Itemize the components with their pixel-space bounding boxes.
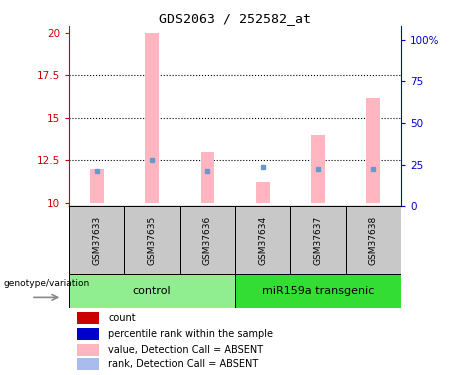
Text: control: control <box>133 286 171 296</box>
Text: GSM37638: GSM37638 <box>369 215 378 265</box>
Bar <box>77 312 99 324</box>
Bar <box>124 206 180 274</box>
Bar <box>77 358 99 370</box>
Bar <box>256 183 270 203</box>
Text: value, Detection Call = ABSENT: value, Detection Call = ABSENT <box>108 345 263 355</box>
Text: genotype/variation: genotype/variation <box>4 279 90 288</box>
Bar <box>77 344 99 355</box>
Bar <box>90 169 104 203</box>
Bar <box>311 135 325 203</box>
Text: GSM37636: GSM37636 <box>203 215 212 265</box>
Bar <box>77 328 99 340</box>
Text: miR159a transgenic: miR159a transgenic <box>262 286 374 296</box>
Bar <box>235 274 401 308</box>
Text: GSM37633: GSM37633 <box>92 215 101 265</box>
Bar <box>201 152 214 203</box>
Text: GSM37634: GSM37634 <box>258 215 267 265</box>
Title: GDS2063 / 252582_at: GDS2063 / 252582_at <box>159 12 311 25</box>
Text: count: count <box>108 314 136 324</box>
Bar <box>290 206 346 274</box>
Text: percentile rank within the sample: percentile rank within the sample <box>108 329 273 339</box>
Bar <box>235 206 290 274</box>
Text: GSM37635: GSM37635 <box>148 215 157 265</box>
Bar <box>346 206 401 274</box>
Bar <box>69 274 235 308</box>
Bar <box>180 206 235 274</box>
Bar <box>366 98 380 203</box>
Text: GSM37637: GSM37637 <box>313 215 323 265</box>
Bar <box>145 33 159 203</box>
Bar <box>69 206 124 274</box>
Text: rank, Detection Call = ABSENT: rank, Detection Call = ABSENT <box>108 359 259 369</box>
